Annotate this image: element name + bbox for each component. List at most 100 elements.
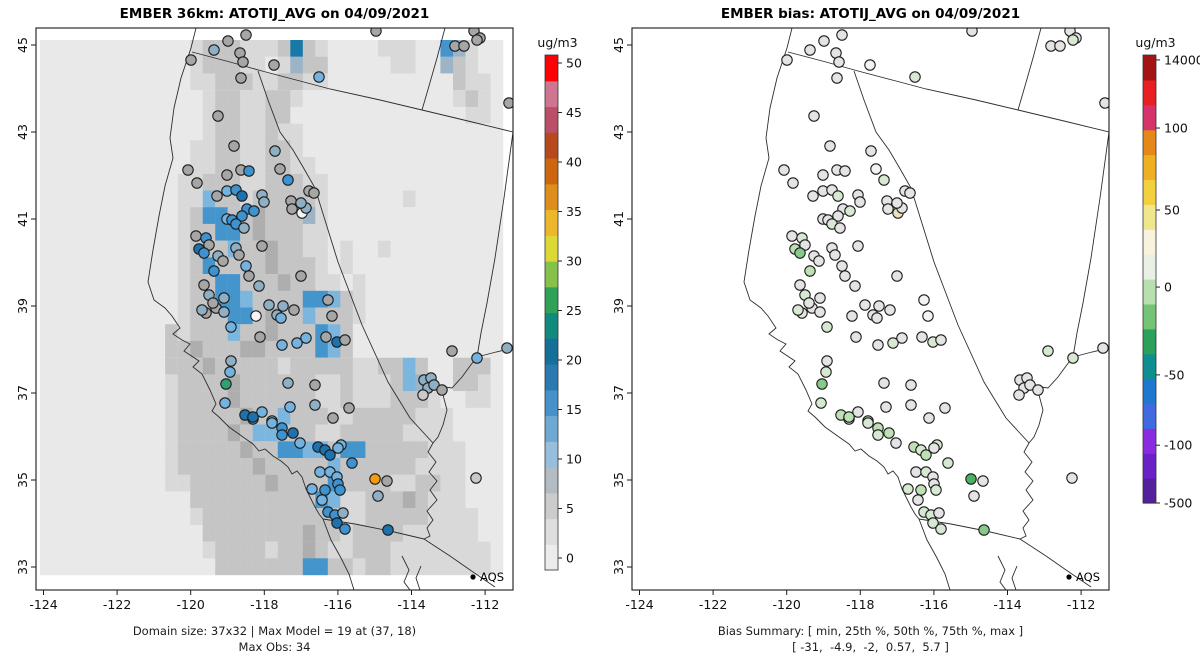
station-point <box>803 297 815 309</box>
colorbar-frame <box>544 54 559 571</box>
outline-gulf_b <box>1011 565 1018 590</box>
raster-cell <box>402 240 416 258</box>
raster-cell <box>352 190 366 208</box>
raster-cell <box>415 307 429 325</box>
y-tick-label: 33 <box>611 559 626 575</box>
raster-cell <box>152 240 166 258</box>
raster-cell <box>40 140 53 158</box>
raster-cell <box>277 324 291 342</box>
raster-cell <box>315 407 328 425</box>
station-point <box>872 429 884 441</box>
raster-cell <box>102 558 116 576</box>
raster-cell <box>340 157 353 174</box>
station-point <box>928 442 940 454</box>
raster-cell <box>315 40 328 57</box>
raster-cell <box>115 240 128 258</box>
raster-cell <box>302 290 316 308</box>
raster-cell <box>265 274 278 291</box>
raster-cell <box>77 240 91 258</box>
raster-cell <box>77 491 91 509</box>
station-point <box>370 28 382 37</box>
raster-cell <box>465 223 479 241</box>
raster-cell <box>202 140 216 158</box>
raster-cell <box>240 324 253 342</box>
raster-cell <box>102 391 116 408</box>
raster-cell <box>190 374 203 392</box>
raster-cell <box>227 257 241 275</box>
station-point <box>829 249 841 261</box>
raster-cell <box>453 56 466 74</box>
raster-cell <box>277 140 291 158</box>
raster-cell <box>315 90 328 108</box>
station-point <box>849 280 861 292</box>
raster-cell <box>102 207 116 225</box>
station-point <box>225 321 237 333</box>
raster-cell <box>90 407 103 425</box>
raster-cell <box>427 140 441 158</box>
raster-cell <box>227 340 241 358</box>
raster-cell <box>453 558 466 576</box>
station-point <box>220 378 232 390</box>
raster-cell <box>440 491 454 509</box>
station-point <box>878 377 890 389</box>
raster-cell <box>402 140 416 158</box>
raster-cell <box>327 157 341 174</box>
station-point <box>233 249 245 261</box>
outline-colorado_river <box>423 356 478 540</box>
raster-cell <box>265 340 278 358</box>
raster-cell <box>302 357 316 375</box>
raster-cell <box>453 123 466 141</box>
raster-cell <box>115 307 128 325</box>
raster-cell <box>65 173 78 191</box>
raster-cell <box>440 424 454 442</box>
raster-cell <box>427 508 441 525</box>
bias-map-title: EMBER bias: ATOTIJ_AVG on 04/09/2021 <box>720 6 1021 22</box>
raster-cell <box>402 190 416 208</box>
raster-cell <box>52 340 66 358</box>
raster-cell <box>265 424 278 442</box>
raster-cell <box>465 190 479 208</box>
raster-cell <box>427 474 441 492</box>
x-tick-label: -116 <box>324 597 352 612</box>
outline-baja <box>322 518 355 590</box>
station-point <box>256 406 268 418</box>
raster-cell <box>465 558 479 576</box>
raster-cell <box>227 56 241 74</box>
station-point <box>254 331 266 343</box>
colorbar-unit-label: ug/m3 <box>537 35 577 50</box>
station-point <box>243 165 255 177</box>
raster-cell <box>202 391 216 408</box>
x-tick-label: -120 <box>773 597 801 612</box>
x-tick-label: -124 <box>29 597 57 612</box>
raster-cell <box>140 391 153 408</box>
station-point <box>965 473 977 485</box>
outline-border_42n <box>191 51 423 111</box>
raster-cell <box>177 558 191 576</box>
raster-cell <box>152 274 166 291</box>
raster-cell <box>415 407 429 425</box>
raster-cell <box>302 257 316 275</box>
raster-cell <box>377 374 391 392</box>
raster-cell <box>127 474 141 492</box>
raster-cell <box>90 106 103 124</box>
colorbar-tick-label: 5 <box>566 501 574 516</box>
raster-cell <box>227 391 241 408</box>
station-point <box>916 331 928 343</box>
raster-cell <box>290 491 303 509</box>
station-point <box>471 352 483 364</box>
raster-cell <box>40 123 53 141</box>
raster-cell <box>290 73 303 91</box>
raster-cell <box>40 40 53 57</box>
raster-cell <box>440 407 454 425</box>
raster-cell <box>90 374 103 392</box>
station-point <box>219 397 231 409</box>
station-point <box>276 339 288 351</box>
raster-cell <box>377 207 391 225</box>
raster-cell <box>490 307 504 325</box>
station-point <box>286 203 298 215</box>
raster-cell <box>165 190 178 208</box>
y-tick-label: 37 <box>611 385 626 401</box>
raster-cell <box>140 441 153 459</box>
raster-cell <box>290 240 303 258</box>
raster-cell <box>440 357 454 375</box>
